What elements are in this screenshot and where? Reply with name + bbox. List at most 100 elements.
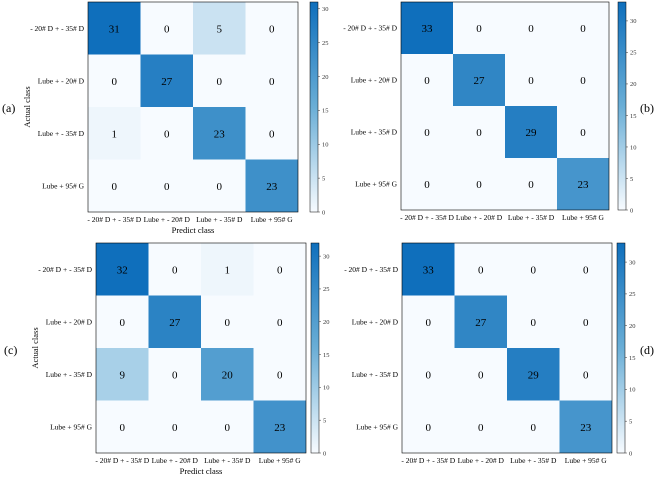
cell-value: 0 bbox=[164, 23, 170, 35]
colorbar bbox=[309, 1, 319, 213]
matrix-cell bbox=[402, 295, 455, 348]
cell-value: 23 bbox=[578, 179, 590, 191]
cell-value: 0 bbox=[424, 75, 430, 87]
matrix-cell bbox=[453, 106, 505, 158]
colorbar-tick-label: 10 bbox=[322, 142, 329, 149]
cell-value: 0 bbox=[217, 76, 223, 88]
cell-value: 0 bbox=[426, 317, 432, 329]
colorbar-tick-label: 5 bbox=[630, 176, 633, 183]
x-tick-label: - 20# D + - 35# D bbox=[400, 213, 454, 222]
matrix-cell bbox=[453, 54, 505, 106]
colorbar-tick-label: 30 bbox=[322, 6, 329, 13]
matrix-cell bbox=[454, 295, 507, 348]
colorbar-tick-label: 25 bbox=[322, 40, 329, 47]
matrix-cell bbox=[193, 2, 246, 55]
matrix-cell bbox=[96, 295, 149, 348]
cell-value: 0 bbox=[120, 422, 126, 434]
matrix-cell bbox=[140, 2, 193, 55]
y-tick-label: Lube + 95# G bbox=[42, 181, 85, 190]
panel-label: (b) bbox=[640, 101, 654, 115]
matrix-cell bbox=[453, 158, 505, 210]
colorbar-tick-label: 25 bbox=[630, 50, 637, 57]
matrix-cell bbox=[148, 243, 201, 296]
confusion-matrix-panel: 32 0 1 00 27 0 09 0 20 00 0 0 23- 20# D + - 35# DLub… bbox=[4, 242, 330, 476]
x-tick-label: Lube + - 20# D bbox=[456, 213, 503, 222]
matrix-cell bbox=[402, 400, 455, 453]
cell-value: 0 bbox=[583, 264, 589, 276]
colorbar-tick-label: 0 bbox=[322, 209, 325, 216]
matrix-cell bbox=[454, 400, 507, 453]
cell-value: 0 bbox=[424, 127, 430, 139]
colorbar-tick-label: 0 bbox=[629, 450, 632, 457]
cell-value: 0 bbox=[580, 75, 586, 87]
colorbar-tick-label: 0 bbox=[323, 450, 326, 457]
matrix-cell bbox=[88, 2, 141, 55]
matrix-frame bbox=[401, 242, 613, 454]
matrix-frame bbox=[95, 242, 307, 454]
colorbar-tick-label: 10 bbox=[629, 387, 636, 394]
y-tick-label: Lube + - 35# D bbox=[351, 128, 398, 137]
colorbar-tick-label: 15 bbox=[323, 352, 330, 359]
cell-value: 0 bbox=[583, 317, 589, 329]
y-tick-label: Lube + 95# G bbox=[355, 180, 398, 189]
cell-value: 27 bbox=[169, 317, 181, 329]
matrix-cell bbox=[201, 400, 254, 453]
matrix-cell bbox=[454, 243, 507, 296]
colorbar-tick-label: 15 bbox=[322, 108, 329, 115]
matrix-cell bbox=[193, 159, 246, 212]
cell-value: 1 bbox=[112, 128, 118, 140]
confusion-matrix-panel: 33 0 0 00 27 0 00 0 29 00 0 0 23- 20# D + - 35# DLub… bbox=[344, 242, 654, 465]
matrix-cell bbox=[507, 295, 560, 348]
cell-value: 0 bbox=[426, 369, 432, 381]
matrix-cell bbox=[453, 2, 505, 54]
cell-value: 0 bbox=[269, 23, 275, 35]
matrix-cell bbox=[201, 295, 254, 348]
colorbar-tick-label: 20 bbox=[629, 323, 636, 330]
matrix-cell bbox=[253, 400, 306, 453]
cell-value: 27 bbox=[161, 76, 173, 88]
y-tick-label: - 20# D + - 35# D bbox=[344, 265, 398, 274]
cell-value: 27 bbox=[475, 317, 487, 329]
matrix-cell bbox=[148, 400, 201, 453]
cell-value: 0 bbox=[112, 181, 118, 193]
matrix-cell bbox=[88, 107, 141, 160]
matrix-cell bbox=[401, 54, 453, 106]
x-tick-label: - 20# D + - 35# D bbox=[87, 215, 141, 224]
matrix-cell bbox=[401, 2, 453, 54]
cell-value: 0 bbox=[120, 317, 126, 329]
matrix-cell bbox=[505, 158, 557, 210]
matrix-cell bbox=[148, 348, 201, 401]
panel-label: (d) bbox=[640, 343, 654, 357]
colorbar-tick-label: 10 bbox=[323, 385, 330, 392]
x-tick-label: Lube + 95# G bbox=[565, 456, 608, 465]
colorbar-tick-label: 20 bbox=[322, 74, 329, 81]
cell-value: 0 bbox=[580, 23, 586, 35]
matrix-cell bbox=[559, 295, 612, 348]
confusion-matrix-panel: 31 0 5 00 27 0 01 0 23 00 0 0 23- 20# D + - 35# DLub… bbox=[2, 1, 329, 235]
colorbar-tick-label: 20 bbox=[323, 319, 330, 326]
x-tick-label: Lube + - 20# D bbox=[458, 456, 505, 465]
cell-value: 0 bbox=[528, 179, 534, 191]
x-tick-label: Lube + - 35# D bbox=[204, 456, 251, 465]
cell-value: 0 bbox=[225, 317, 231, 329]
colorbar-tick-label: 0 bbox=[630, 207, 633, 214]
colorbar-tick-label: 25 bbox=[629, 291, 636, 298]
cell-value: 0 bbox=[164, 181, 170, 193]
cell-value: 0 bbox=[426, 422, 432, 434]
colorbar-tick-label: 5 bbox=[323, 417, 326, 424]
y-tick-label: - 20# D + - 35# D bbox=[38, 265, 92, 274]
matrix-cell bbox=[245, 107, 298, 160]
cell-value: 0 bbox=[531, 422, 537, 434]
matrix-cell bbox=[557, 2, 609, 54]
colorbar-tick-label: 30 bbox=[629, 259, 636, 266]
y-axis-label: Actual class bbox=[30, 327, 40, 368]
cell-value: 0 bbox=[476, 23, 482, 35]
colorbar-tick-label: 30 bbox=[323, 253, 330, 260]
cell-value: 0 bbox=[225, 422, 231, 434]
cell-value: 0 bbox=[172, 369, 178, 381]
matrix-cell bbox=[96, 243, 149, 296]
matrix-cell bbox=[402, 348, 455, 401]
cell-value: 0 bbox=[217, 181, 223, 193]
matrix-cell bbox=[505, 2, 557, 54]
